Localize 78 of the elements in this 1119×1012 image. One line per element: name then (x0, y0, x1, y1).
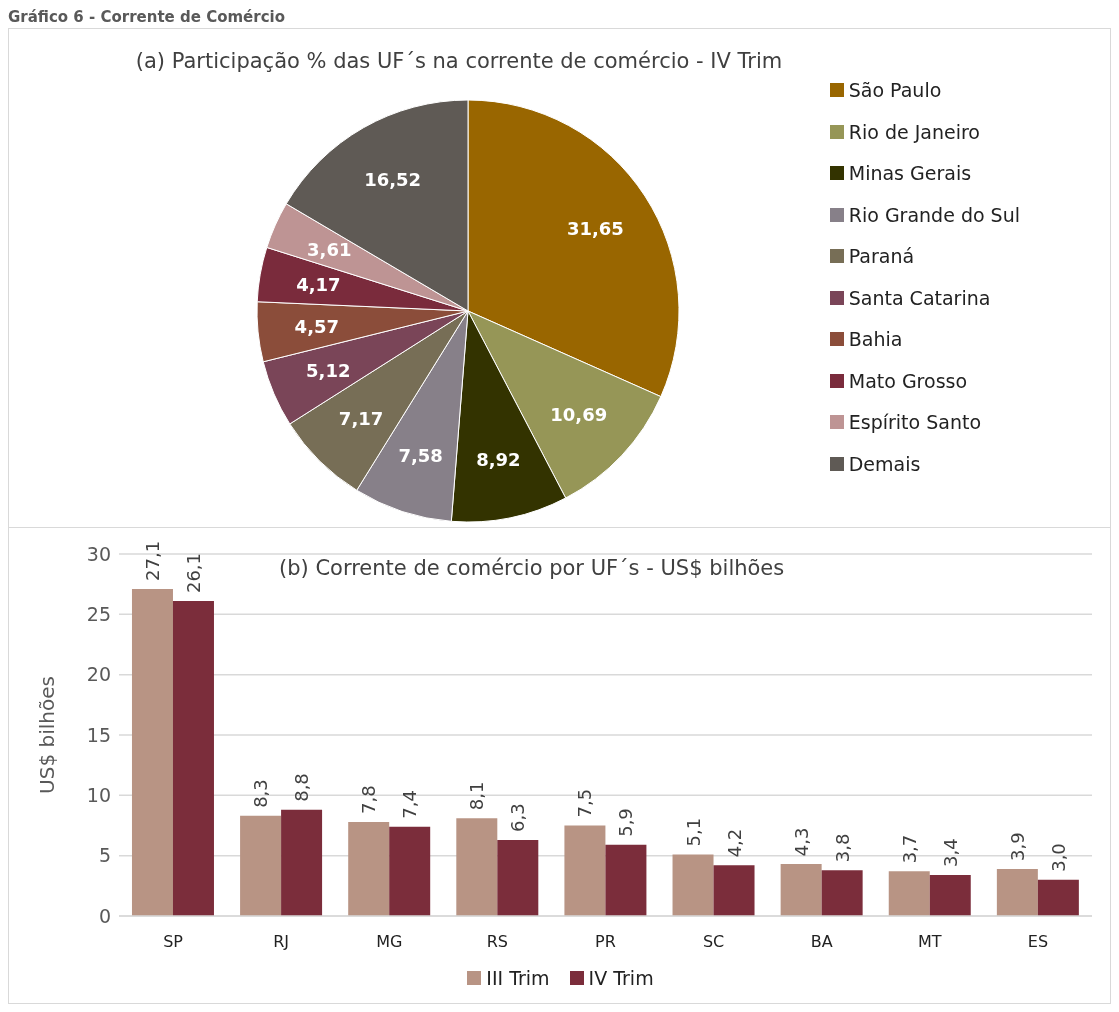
x-tick-label: MG (376, 932, 403, 952)
bar (888, 871, 930, 916)
y-tick-label: 10 (86, 784, 111, 807)
data-label: 5,9 (615, 808, 637, 837)
bar (564, 825, 606, 916)
data-label: 3,7 (898, 834, 920, 864)
bar (996, 868, 1038, 916)
chart-title: (b) Corrente de comércio por UF´s - US$ bilhões (279, 556, 785, 580)
data-label: 3,9 (1006, 832, 1028, 861)
data-label: 7,4 (399, 790, 421, 819)
bar (348, 821, 390, 916)
x-tick-label: MT (918, 932, 942, 952)
x-tick-label: PR (595, 932, 616, 952)
legend-label: Mato Grosso (848, 369, 968, 392)
data-label: 31,65 (566, 217, 624, 239)
data-label: 6,3 (507, 803, 529, 832)
y-tick-label: 0 (98, 904, 111, 927)
bar (172, 601, 214, 916)
legend-label: Rio Grande do Sul (848, 203, 1020, 226)
legend-label: Demais (848, 452, 921, 475)
x-tick-label: ES (1027, 932, 1049, 952)
bar (821, 870, 863, 916)
data-label: 3,0 (1047, 843, 1069, 872)
data-label: 8,1 (466, 781, 488, 811)
x-tick-label: BA (810, 932, 833, 952)
bar (929, 874, 971, 916)
bar (672, 854, 714, 916)
data-label: 27,1 (141, 540, 163, 581)
bar (240, 815, 282, 916)
legend-label: Rio de Janeiro (848, 120, 980, 143)
data-label: 8,3 (250, 779, 272, 808)
y-tick-label: 30 (86, 542, 111, 565)
legend-label: IV Trim (588, 967, 654, 989)
data-label: 16,52 (364, 168, 422, 190)
data-label: 4,17 (296, 274, 341, 296)
bar (131, 588, 173, 916)
bar (1037, 879, 1079, 916)
text: Gráfico 6 - Corrente de Comércio (8, 8, 286, 28)
bar (780, 864, 822, 916)
data-label: 3,4 (939, 838, 961, 867)
data-label: 8,8 (291, 773, 313, 802)
y-tick-label: 5 (98, 844, 111, 867)
legend-label: São Paulo (848, 79, 942, 102)
data-label: 7,17 (338, 408, 384, 430)
chart-title: (a) Participação % das UF´s na corrente de comércio - IV Trim (134, 49, 784, 73)
bar (456, 818, 498, 916)
data-label: 5,1 (682, 817, 704, 847)
x-tick-label: SC (702, 932, 725, 952)
x-tick-label: SP (163, 932, 184, 952)
data-label: 7,5 (574, 788, 596, 818)
data-label: 7,8 (358, 785, 380, 814)
data-label: 26,1 (182, 552, 204, 594)
bar (389, 826, 431, 916)
bar (281, 809, 323, 916)
y-axis-title: US$ bilhões (35, 676, 60, 794)
y-tick-label: 20 (86, 663, 111, 686)
data-label: 4,2 (723, 828, 745, 858)
bar (497, 839, 539, 916)
legend-label: Santa Catarina (848, 286, 991, 309)
data-label: 3,8 (831, 833, 853, 863)
data-label: 10,69 (550, 404, 608, 426)
data-label: 7,58 (398, 444, 443, 466)
legend-label: III Trim (486, 967, 550, 989)
x-tick-label: RS (486, 932, 509, 952)
legend-label: Paraná (848, 245, 915, 268)
x-tick-label: RJ (273, 932, 290, 952)
legend-label: Minas Gerais (848, 162, 972, 185)
bar (713, 865, 755, 916)
bar (605, 844, 647, 916)
data-label: 3,61 (307, 238, 352, 260)
legend-label: Bahia (848, 328, 903, 351)
data-label: 4,57 (294, 315, 340, 337)
y-tick-label: 15 (86, 723, 111, 746)
data-label: 5,12 (306, 360, 351, 382)
y-tick-label: 25 (86, 603, 111, 626)
legend-label: Espírito Santo (848, 411, 982, 434)
data-label: 4,3 (790, 827, 812, 857)
data-label: 8,92 (476, 449, 521, 471)
